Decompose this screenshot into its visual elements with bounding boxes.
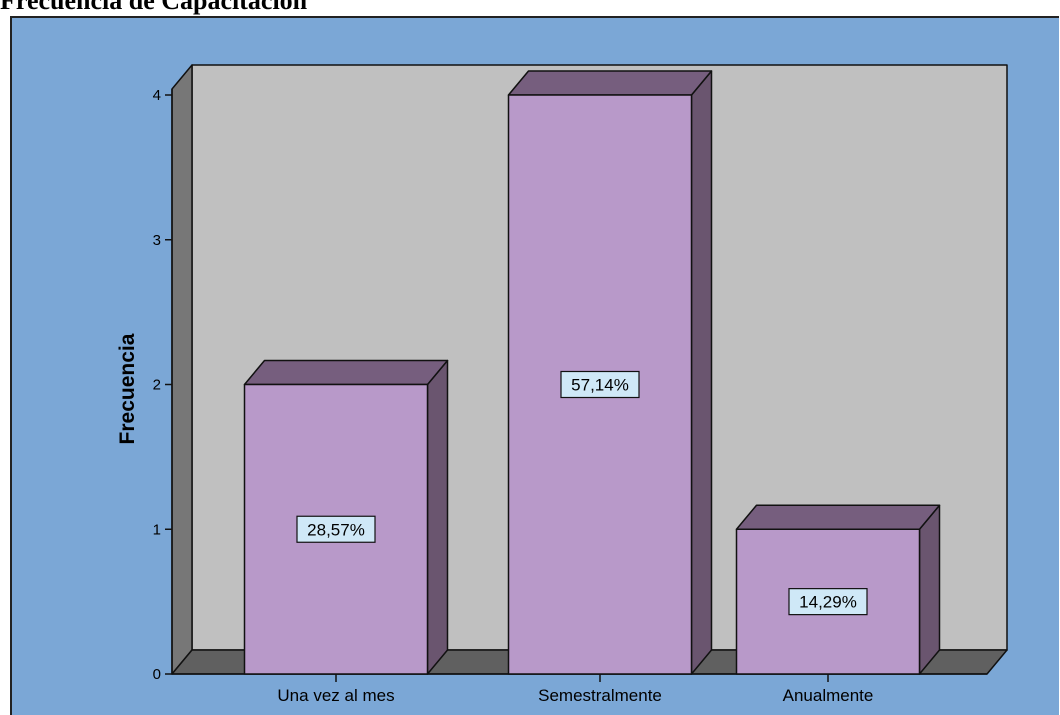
x-category-label: Semestralmente: [538, 686, 662, 705]
bar-side: [918, 504, 941, 675]
plot-side-wall: [171, 64, 193, 675]
data-label-text: 14,29%: [799, 593, 857, 612]
page-title: Frecuencia de Capacitación: [0, 0, 308, 15]
y-tick-label: 0: [153, 666, 161, 683]
y-tick-label: 2: [153, 377, 161, 394]
chart-labels: Una vez al mes 28,57% Semestralmente 57,14%…: [277, 370, 874, 705]
chart-frame: 0 1 2 3 4 Una vez al mes 28,57% Semestralmente…: [10, 16, 1059, 715]
y-tick-label: 3: [153, 232, 161, 249]
data-label-box: [296, 515, 376, 543]
y-tick-label: 1: [153, 521, 161, 538]
bar-side: [690, 70, 713, 675]
x-category-label: Una vez al mes: [277, 686, 394, 705]
bar-side: [426, 359, 449, 675]
bar-top: [507, 70, 713, 96]
y-tick-label: 4: [153, 87, 161, 104]
data-label-box: [560, 370, 640, 399]
data-label-text: 28,57%: [307, 520, 365, 539]
data-label: 57,14%: [560, 370, 640, 399]
data-label: 28,57%: [296, 515, 376, 543]
data-label-text: 57,14%: [571, 376, 629, 395]
bar-top: [735, 504, 941, 530]
data-label-box: [788, 588, 868, 616]
bar-1: [243, 359, 449, 675]
y-axis-title: Frecuencia: [116, 333, 139, 444]
x-category-label: Anualmente: [783, 686, 874, 705]
bar-chart: 0 1 2 3 4 Una vez al mes 28,57% Semestralmente…: [116, 64, 1008, 705]
data-label: 14,29%: [788, 588, 868, 616]
bar-top: [243, 359, 449, 386]
